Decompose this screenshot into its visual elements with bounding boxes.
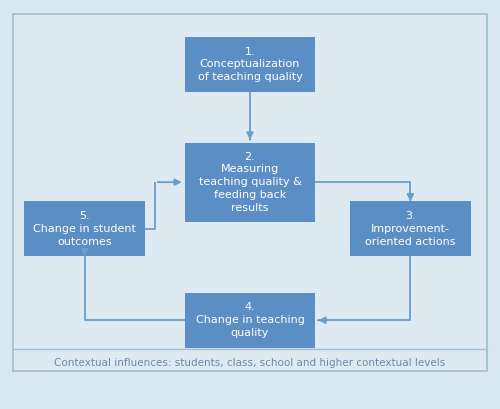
FancyBboxPatch shape <box>184 143 316 222</box>
Text: 1.
Conceptualization
of teaching quality: 1. Conceptualization of teaching quality <box>198 47 302 82</box>
Text: 5.
Change in student
outcomes: 5. Change in student outcomes <box>33 211 136 247</box>
Text: 4.
Change in teaching
quality: 4. Change in teaching quality <box>196 303 304 338</box>
FancyBboxPatch shape <box>184 293 316 348</box>
Text: 2.
Measuring
teaching quality &
feeding back
results: 2. Measuring teaching quality & feeding … <box>198 152 302 213</box>
FancyBboxPatch shape <box>184 37 316 92</box>
FancyBboxPatch shape <box>24 202 145 256</box>
Text: 3.
Improvement-
oriented actions: 3. Improvement- oriented actions <box>365 211 456 247</box>
Bar <box>13 13 487 371</box>
Text: Contextual influences: students, class, school and higher contextual levels: Contextual influences: students, class, … <box>54 358 446 368</box>
FancyBboxPatch shape <box>350 202 471 256</box>
